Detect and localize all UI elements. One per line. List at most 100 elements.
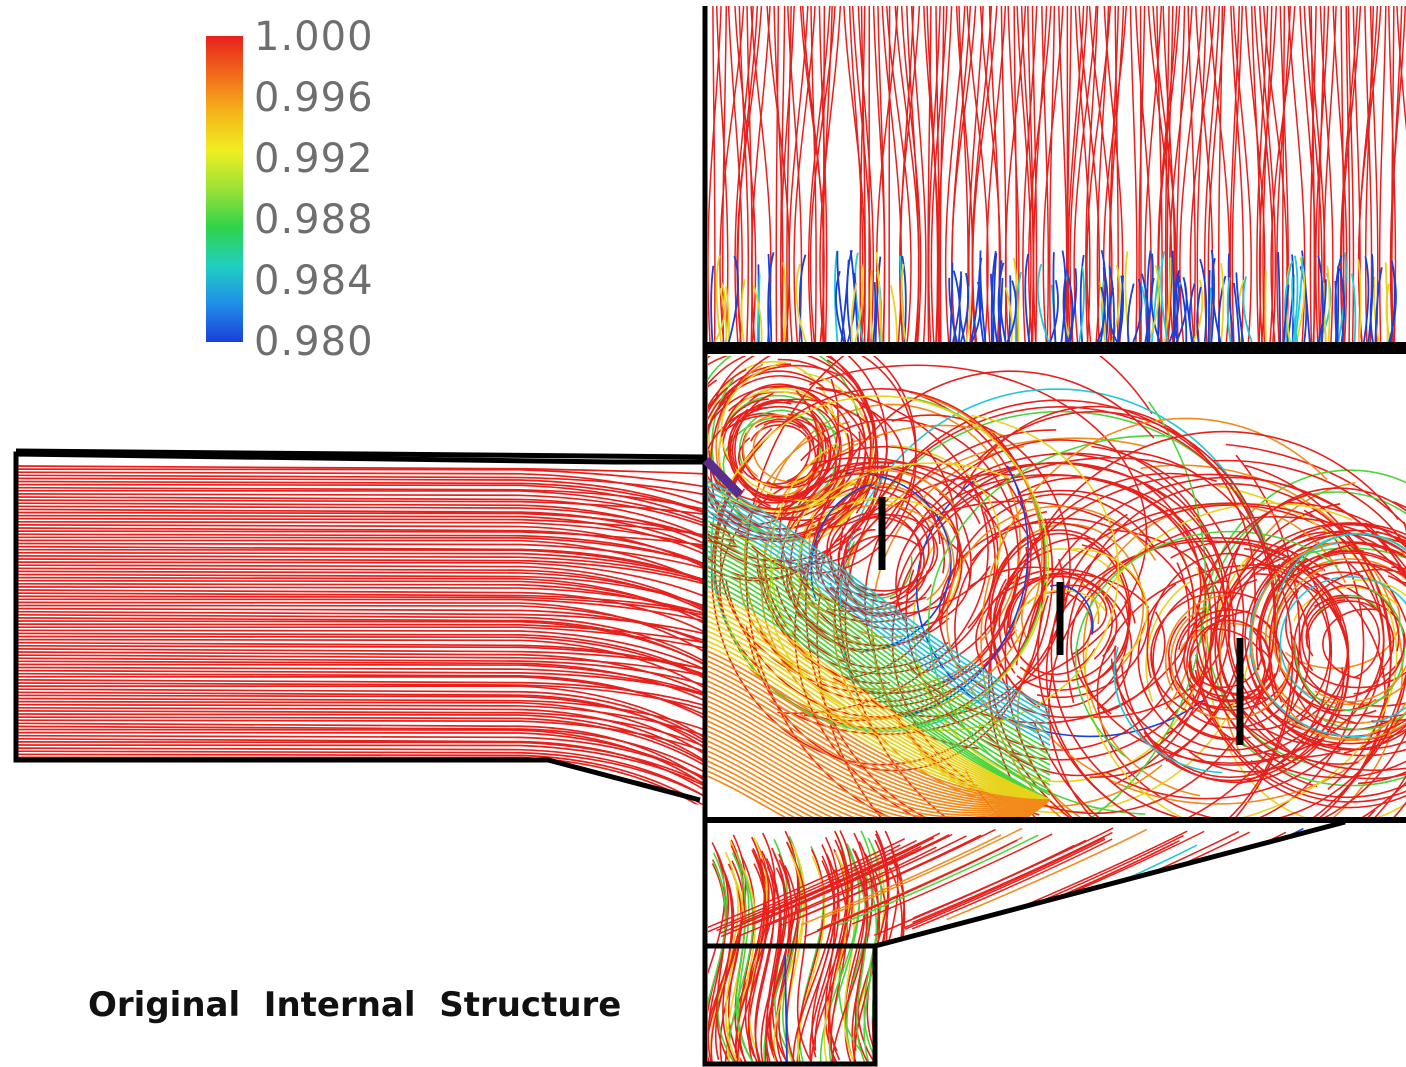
legend-label-0980: 0.980 bbox=[254, 319, 374, 365]
streamline bbox=[708, 864, 735, 1062]
figure-caption: Original Internal Structure bbox=[88, 985, 621, 1025]
streamline bbox=[992, 253, 998, 342]
streamline bbox=[708, 860, 727, 1062]
streamline bbox=[708, 535, 1051, 766]
streamline bbox=[1310, 6, 1316, 342]
streamline bbox=[736, 846, 937, 938]
streamline bbox=[16, 666, 705, 702]
streamline bbox=[708, 680, 1051, 806]
streamline bbox=[965, 286, 971, 342]
streamline bbox=[1378, 6, 1387, 342]
streamline bbox=[778, 841, 801, 1062]
streamline bbox=[751, 6, 771, 342]
streamline bbox=[709, 356, 772, 547]
streamline bbox=[1036, 263, 1050, 342]
streamline bbox=[708, 570, 1051, 801]
streamline bbox=[708, 725, 1051, 819]
streamline bbox=[984, 489, 1195, 621]
streamline bbox=[828, 404, 905, 529]
streamline bbox=[708, 505, 1051, 736]
streamline bbox=[986, 6, 1007, 342]
streamline bbox=[807, 6, 831, 342]
streamline bbox=[879, 410, 1279, 631]
streamline bbox=[1367, 253, 1374, 342]
streamline bbox=[1052, 453, 1225, 592]
streamline bbox=[910, 6, 927, 342]
streamline bbox=[753, 285, 763, 342]
streamline bbox=[1031, 6, 1038, 342]
streamline bbox=[1173, 269, 1180, 342]
streamline bbox=[938, 439, 1235, 627]
streamline bbox=[1007, 572, 1113, 660]
streamline bbox=[754, 858, 775, 1062]
streamline bbox=[828, 839, 849, 1061]
streamline bbox=[708, 525, 1051, 756]
streamline bbox=[1326, 265, 1331, 342]
streamline bbox=[16, 734, 705, 787]
streamline bbox=[1200, 469, 1406, 644]
streamline bbox=[1041, 6, 1050, 342]
streamline bbox=[780, 6, 795, 342]
streamline bbox=[866, 406, 1253, 520]
streamline bbox=[1388, 274, 1397, 342]
streamline bbox=[16, 632, 705, 686]
streamline bbox=[844, 848, 867, 1062]
streamline bbox=[773, 843, 806, 1062]
streamline bbox=[1143, 548, 1350, 784]
streamline bbox=[1147, 6, 1173, 342]
streamline bbox=[708, 645, 1051, 801]
streamline bbox=[747, 849, 766, 1062]
streamline bbox=[16, 679, 705, 711]
streamline bbox=[1067, 6, 1085, 342]
streamline bbox=[1033, 722, 1102, 819]
streamline bbox=[708, 630, 1051, 801]
streamline bbox=[731, 852, 762, 1062]
streamline bbox=[16, 530, 705, 548]
streamline bbox=[996, 844, 1198, 936]
streamline bbox=[743, 420, 850, 693]
streamline bbox=[971, 6, 998, 342]
drain-box bbox=[702, 943, 878, 1067]
streamline bbox=[1235, 272, 1245, 342]
streamline bbox=[1337, 252, 1347, 342]
streamline bbox=[1188, 283, 1196, 342]
streamline bbox=[971, 281, 982, 342]
streamline bbox=[1016, 6, 1032, 342]
streamline bbox=[1268, 557, 1308, 703]
streamline bbox=[740, 279, 746, 342]
streamline bbox=[1199, 258, 1208, 342]
streamline bbox=[1042, 6, 1064, 342]
streamline bbox=[708, 620, 1051, 801]
streamline bbox=[975, 573, 1150, 674]
streamline bbox=[1113, 646, 1223, 774]
streamline bbox=[16, 514, 705, 563]
streamline bbox=[16, 731, 705, 789]
streamline bbox=[710, 265, 715, 342]
legend-label-1000: 1.000 bbox=[254, 14, 374, 60]
streamline bbox=[708, 6, 722, 342]
streamline bbox=[1334, 255, 1343, 342]
streamline bbox=[708, 760, 1051, 819]
streamline bbox=[708, 515, 1051, 746]
streamline bbox=[1032, 473, 1406, 819]
streamline bbox=[708, 640, 1051, 801]
streamline bbox=[1319, 6, 1334, 342]
streamline bbox=[16, 703, 705, 743]
streamline bbox=[16, 489, 705, 530]
streamline bbox=[1060, 250, 1067, 342]
streamline bbox=[964, 450, 1294, 819]
streamline bbox=[767, 252, 775, 342]
streamline bbox=[1229, 6, 1240, 342]
streamline bbox=[728, 405, 826, 452]
streamline bbox=[1108, 287, 1118, 342]
streamline bbox=[708, 480, 1051, 711]
streamline bbox=[1166, 541, 1231, 735]
streamline bbox=[708, 595, 1051, 801]
streamline bbox=[16, 524, 705, 577]
streamline bbox=[766, 835, 967, 927]
streamline bbox=[1282, 284, 1290, 342]
upper-streamlines bbox=[708, 6, 1406, 342]
streamline bbox=[785, 853, 805, 1062]
streamline bbox=[1269, 670, 1381, 725]
